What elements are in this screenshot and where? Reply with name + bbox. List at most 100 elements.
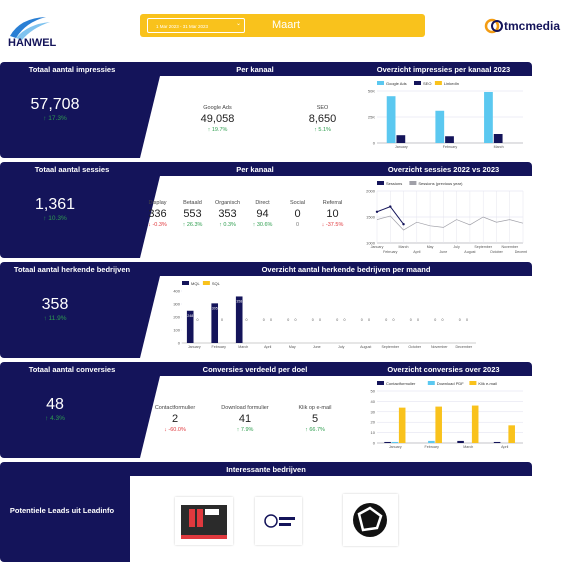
channel-change: ↑ 5.1% (314, 127, 331, 133)
y-tick-label: 100 (173, 328, 180, 333)
data-label: 0 (385, 318, 387, 322)
x-tick-label: November (501, 245, 518, 249)
legend-swatch (202, 281, 210, 285)
kpi-title: Totaal aantal sessies (34, 165, 110, 174)
channel-name: Klik op e-mail (298, 405, 332, 411)
kpi-title: Totaal aantal herkende bedrijven (13, 265, 131, 274)
y-tick-label: 20 (371, 420, 376, 425)
channel-change: ↓ -0.3% (148, 222, 167, 228)
data-label: 0 (319, 318, 321, 322)
y-tick-label: 50 (371, 389, 376, 394)
channel-change: 0 (295, 222, 300, 228)
bar (457, 440, 464, 443)
channel-change: ↓ -37.5% (321, 222, 344, 228)
y-tick-label: 40 (371, 399, 376, 404)
chart: MQL SQL 0 100 200 300 400 January February March A… (173, 281, 476, 349)
data-label: 358 (236, 299, 242, 303)
bar (445, 136, 454, 143)
data-label: 0 (434, 318, 436, 322)
bar (384, 441, 391, 443)
legend-swatch (434, 81, 442, 85)
data-label: 0 (312, 318, 314, 322)
data-label: 0 (287, 318, 289, 322)
x-tick-label: July (453, 245, 460, 249)
date-range-picker[interactable]: 1 Mar 2023 - 31 Mar 2023 (147, 18, 245, 33)
data-label: 0 (410, 318, 412, 322)
y-tick-label: 10 (371, 430, 376, 435)
legend-label: LinkedIn (444, 81, 459, 86)
x-tick-label: January (188, 345, 201, 349)
y-tick-label: 0 (178, 341, 181, 346)
x-tick-label: January (371, 245, 384, 249)
channel-change: ↑ 30.6% (252, 222, 273, 228)
y-tick-label: 0 (373, 141, 376, 146)
legend-label: SEO (423, 81, 431, 86)
legend-swatch (377, 381, 384, 385)
bar (391, 441, 399, 443)
company-logo[interactable] (255, 497, 302, 545)
legend-label: MQL (191, 281, 200, 286)
x-tick-label: December (515, 250, 527, 254)
legend-swatch (182, 281, 189, 285)
kpi-value: 1,361 (34, 196, 76, 213)
channel-name: Display (148, 200, 167, 206)
chart: Google Ads SEO LinkedIn 0 25K 50K January Febru… (368, 81, 523, 149)
kpi-title: Totaal aantal conversies (28, 365, 116, 374)
legend-swatch (377, 181, 384, 185)
legend-label: Sessions (previous year) (418, 181, 463, 186)
bar (386, 96, 396, 143)
channel-change: ↑ 26.3% (182, 222, 203, 228)
x-tick-label: March (463, 445, 473, 449)
bar (186, 310, 194, 343)
legend-label: Google Ads (386, 81, 407, 86)
x-tick-label: May (289, 345, 296, 349)
data-label: 0 (221, 318, 223, 322)
channels-title: Per kanaal (236, 65, 274, 74)
y-tick-label: 400 (173, 289, 180, 294)
kpi-change: ↑ 11.9% (43, 315, 67, 322)
data-label: 0 (197, 318, 199, 322)
x-tick-label: October (408, 345, 422, 349)
kpi-value: 57,708 (30, 96, 80, 113)
section-header: Interessante bedrijven (226, 465, 306, 474)
data-label: 0 (466, 318, 468, 322)
left-text: Potentiele Leads uit Leadinfo (9, 506, 115, 515)
channels-title: Per kanaal (236, 165, 274, 174)
kpi-change: ↑ 10.3% (43, 215, 67, 222)
legend-label: Contactformulier (386, 381, 416, 386)
section-content (140, 276, 532, 358)
data-label: 0 (344, 318, 346, 322)
legend-swatch (414, 81, 421, 85)
channel-value: 49,058 (200, 113, 235, 125)
y-tick-label: 300 (173, 302, 180, 307)
x-tick-label: March (399, 245, 409, 249)
channel-value: 94 (256, 208, 269, 220)
channel-change: ↑ 19.7% (207, 127, 228, 133)
y-tick-label: 50K (368, 89, 375, 94)
month-label: Maart (272, 19, 301, 31)
kpi-change: ↑ 4.3% (45, 415, 65, 422)
y-tick-label: 30 (371, 409, 376, 414)
line-series (376, 205, 404, 225)
channel-change: ↑ 0.3% (219, 222, 236, 228)
dropdown-caret: ⌄ (236, 21, 242, 27)
company-logo[interactable] (175, 497, 233, 545)
chart: Contactformulier Download PDF Klik e-mail 0… (371, 381, 523, 449)
chart-title: Overzicht conversies over 2023 (387, 365, 500, 374)
channel-value: 41 (238, 413, 252, 425)
company-logo[interactable] (343, 494, 398, 546)
channel-value: 2 (171, 413, 179, 425)
x-tick-label: May (427, 245, 434, 249)
data-label: 248 (187, 314, 193, 318)
bar (211, 303, 219, 343)
channel-name: Referral (322, 200, 343, 206)
chart-title: Overzicht sessies 2022 vs 2023 (387, 165, 500, 174)
y-tick-label: 0 (373, 441, 376, 446)
data-label: 0 (336, 318, 338, 322)
x-tick-label: June (313, 345, 321, 349)
legend-swatch (427, 381, 435, 385)
channel-name: SEO (316, 105, 329, 111)
data-label: 0 (295, 318, 297, 322)
bar (428, 440, 435, 443)
x-tick-label: February (383, 250, 398, 254)
